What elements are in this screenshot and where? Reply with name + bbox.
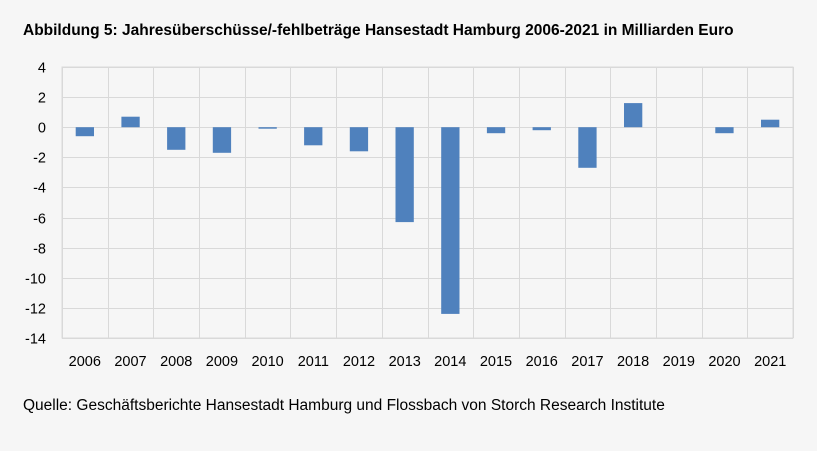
x-tick-label: 2019 [663,354,695,370]
bar-2012 [349,127,369,152]
x-tick-label: 2013 [389,354,421,370]
x-tick-label: 2010 [251,354,283,370]
bar-2008 [167,127,186,150]
bar-2021 [761,119,780,128]
x-tick-label: 2007 [114,354,146,370]
x-tick-label: 2006 [69,354,101,370]
x-tick-label: 2008 [160,354,192,370]
y-axis-ticks: 4 2 0 -2 -4 -6 -8 -10 -12 -14 [25,61,46,348]
bar-2014 [441,127,460,314]
bars [75,103,780,314]
bar-2010 [258,127,277,129]
gridlines [61,66,794,339]
y-tick-label: -6 [33,212,46,228]
bar-2006 [75,127,94,137]
bar-2011 [304,127,323,146]
y-tick-label: 4 [38,61,46,77]
chart-title: Abbildung 5: Jahresüberschüsse/-fehlbetr… [23,22,734,39]
y-tick-label: -12 [25,302,46,318]
y-tick-label: -4 [33,181,46,197]
y-tick-label: -10 [25,272,46,288]
bar-2016 [532,127,551,131]
bar-2017 [578,127,597,168]
x-tick-label: 2012 [343,354,375,370]
x-tick-label: 2016 [526,354,558,370]
bar-2020 [715,127,734,134]
x-tick-label: 2020 [708,354,740,370]
y-tick-label: 2 [38,91,46,107]
y-tick-label: -14 [25,332,46,348]
x-tick-label: 2017 [571,354,603,370]
y-tick-label: 0 [38,121,46,137]
x-tick-label: 2011 [298,354,329,370]
x-tick-label: 2021 [754,354,786,370]
bar-2007 [121,116,140,128]
source-note: Quelle: Geschäftsberichte Hansestadt Ham… [23,397,665,414]
x-axis-ticks: 2006 2007 2008 2009 2010 2011 2012 2013 2014 2015… [69,354,787,370]
bar-2015 [486,127,506,134]
y-tick-label: -8 [33,242,46,258]
y-tick-label: -2 [33,151,46,167]
x-tick-label: 2014 [434,354,466,370]
bar-2009 [212,127,232,153]
x-tick-label: 2015 [480,354,512,370]
x-tick-label: 2009 [206,354,238,370]
bar-2013 [395,127,414,223]
plot-area-border [61,66,794,339]
x-tick-label: 2018 [617,354,649,370]
bar-2018 [624,103,643,128]
